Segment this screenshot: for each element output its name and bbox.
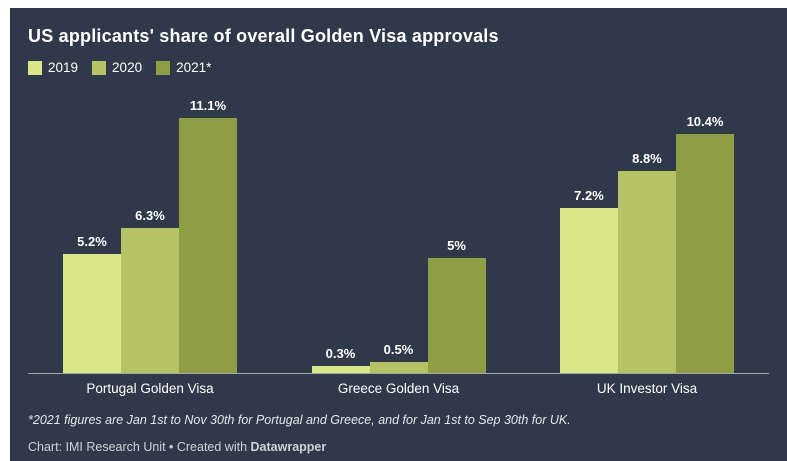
bar-chart-plot: 5.2% 6.3% 11.1% 0.3% 0.5% 5% 7.2% 8.8% 10.4% [28, 98, 769, 374]
legend-label: 2019 [48, 60, 79, 75]
bar-group-1: 5.2% 6.3% 11.1% [63, 98, 237, 373]
value-label: 11.1% [189, 98, 227, 113]
value-label: 0.3% [325, 346, 356, 362]
chart-title: US applicants' share of overall Golden V… [28, 26, 499, 46]
category-label: Greece Golden Visa [337, 381, 460, 396]
attribution-text: Chart: IMI Research Unit • Created with [28, 440, 251, 454]
bar[interactable]: 5.2% [63, 234, 121, 373]
bar[interactable]: 0.5% [369, 342, 428, 373]
bar[interactable]: 5% [427, 238, 486, 373]
legend-item-2021: 2021* [156, 60, 211, 75]
legend-label: 2021* [176, 60, 212, 75]
bar[interactable]: 6.3% [121, 208, 179, 373]
value-label: 0.5% [383, 341, 414, 357]
legend-label: 2020 [112, 60, 143, 75]
footnote: *2021 figures are Jan 1st to Nov 30th fo… [28, 413, 571, 427]
value-label: 8.8% [632, 150, 662, 166]
bar-group-2: 0.3% 0.5% 5% [311, 238, 486, 373]
value-label: 5% [447, 238, 466, 254]
bar[interactable]: 0.3% [311, 346, 370, 373]
legend-swatch [92, 60, 107, 75]
legend-item-2020: 2020 [92, 60, 142, 75]
category-axis: Portugal Golden Visa Greece Golden Visa UK… [28, 381, 769, 396]
bar[interactable]: 8.8% [618, 151, 676, 373]
legend: 2019 2020 2021* [28, 60, 769, 75]
category-label: UK Investor Visa [596, 381, 698, 396]
attribution: Chart: IMI Research Unit • Created with … [28, 440, 769, 454]
value-label: 6.3% [135, 208, 165, 224]
legend-swatch [156, 60, 171, 75]
value-label: 7.2% [574, 187, 604, 203]
legend-item-2019: 2019 [28, 60, 78, 75]
bar[interactable]: 10.4% [676, 114, 734, 373]
bar[interactable]: 11.1% [179, 98, 237, 373]
chart-card: US applicants' share of overall Golden V… [10, 8, 787, 461]
value-label: 5.2% [77, 233, 107, 249]
category-label: Portugal Golden Visa [86, 381, 214, 396]
bar[interactable]: 7.2% [560, 188, 618, 373]
value-label: 10.4% [686, 114, 724, 130]
legend-swatch [28, 60, 42, 75]
bar-group-3: 7.2% 8.8% 10.4% [560, 114, 734, 373]
datawrapper-link[interactable]: Datawrapper [250, 440, 327, 454]
